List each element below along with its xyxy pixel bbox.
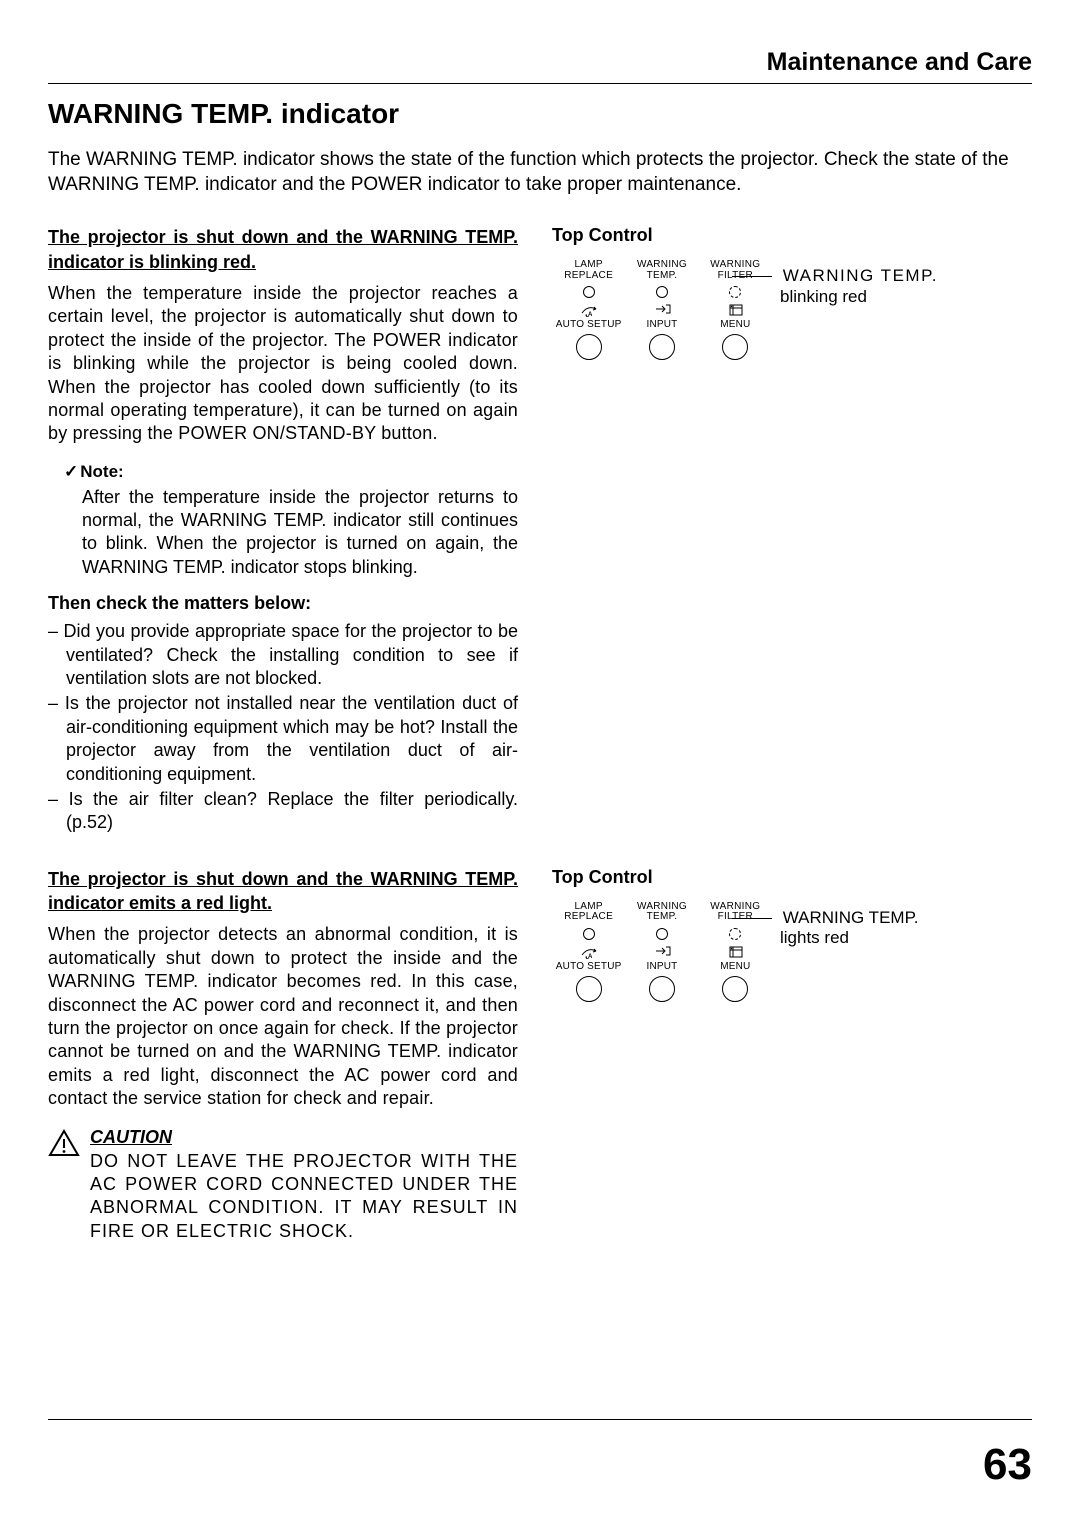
page-number: 63 xyxy=(983,1440,1032,1490)
check-item-1: – Did you provide appropriate space for … xyxy=(48,620,518,690)
section-1-heading-line2: indicator is blinking red. xyxy=(48,250,518,274)
section-2-body: When the projector detects an abnormal c… xyxy=(48,923,518,1110)
svg-text:A: A xyxy=(588,954,593,959)
panel-2-title: Top Control xyxy=(552,867,1032,888)
note-body: After the temperature inside the project… xyxy=(82,486,518,580)
menu-icon-2 xyxy=(728,945,744,959)
led-warning-filter xyxy=(729,286,741,298)
menu-button xyxy=(722,334,748,360)
intro-paragraph: The WARNING TEMP. indicator shows the st… xyxy=(48,148,1032,197)
callout-leader-icon-2 xyxy=(732,918,772,919)
callout-2-line2: lights red xyxy=(780,928,918,948)
caution-icon xyxy=(48,1129,80,1162)
caution-label: CAUTION xyxy=(90,1127,518,1148)
callout-1: WARNING TEMP. blinking red xyxy=(780,266,938,307)
callout-1-line2: blinking red xyxy=(780,287,938,307)
section-2-heading: The projector is shut down and the WARNI… xyxy=(48,867,518,916)
main-heading: WARNING TEMP. indicator xyxy=(48,98,1032,130)
check-heading: Then check the matters below: xyxy=(48,593,518,614)
icons-row: A xyxy=(552,303,772,317)
section-2-left: The projector is shut down and the WARNI… xyxy=(48,867,518,1243)
icons-row-2: A xyxy=(552,945,772,959)
panel-1-title: Top Control xyxy=(552,225,1032,246)
top-control-panel-1: LAMPREPLACE WARNINGTEMP. WARNINGFILTER A… xyxy=(552,260,772,380)
header-rule xyxy=(48,83,1032,84)
top-control-panel-2: LAMPREPLACE WARNINGTEMP. WARNINGFILTER A… xyxy=(552,902,772,1022)
leds-row xyxy=(552,286,772,298)
section-1-heading: The projector is shut down and the WARNI… xyxy=(48,225,518,274)
led-label-warning-temp: WARNINGTEMP. xyxy=(625,260,698,281)
svg-text:A: A xyxy=(588,312,593,317)
callout-2-line1: WARNING TEMP. xyxy=(783,908,919,927)
input-icon xyxy=(655,303,671,317)
led-label-lamp: LAMPREPLACE xyxy=(552,260,625,281)
buttons-row xyxy=(552,334,772,360)
callout-2: WARNING TEMP. lights red xyxy=(780,908,918,949)
led-warning-temp-2 xyxy=(656,928,668,940)
panel-1-wrap: LAMPREPLACE WARNINGTEMP. WARNINGFILTER A… xyxy=(552,260,1032,380)
led-warning-filter-2 xyxy=(729,928,741,940)
section-1: The projector is shut down and the WARNI… xyxy=(48,225,1032,836)
section-1-body: When the temperature inside the projecto… xyxy=(48,282,518,446)
input-icon-2 xyxy=(655,945,671,959)
section-2-heading-line1: The projector is shut down and the WARNI… xyxy=(48,869,518,889)
btn-label-input: INPUT xyxy=(625,319,698,330)
led-lamp-2 xyxy=(583,928,595,940)
led-label-lamp-2: LAMPREPLACE xyxy=(552,902,625,923)
led-labels-row: LAMPREPLACE WARNINGTEMP. WARNINGFILTER xyxy=(552,260,772,281)
btn-labels-row: AUTO SETUP INPUT MENU xyxy=(552,319,772,330)
input-button xyxy=(649,334,675,360)
section-2: The projector is shut down and the WARNI… xyxy=(48,867,1032,1243)
buttons-row-2 xyxy=(552,976,772,1002)
led-label-warning-filter: WARNINGFILTER xyxy=(699,260,772,281)
btn-label-menu: MENU xyxy=(699,319,772,330)
callout-1-line1: WARNING TEMP. xyxy=(783,266,938,285)
menu-icon xyxy=(728,303,744,317)
auto-setup-icon-2: A xyxy=(580,945,598,959)
btn-label-input-2: INPUT xyxy=(625,961,698,972)
footer-rule xyxy=(48,1419,1032,1420)
led-labels-row-2: LAMPREPLACE WARNINGTEMP. WARNINGFILTER xyxy=(552,902,772,923)
led-label-warning-temp-2: WARNINGTEMP. xyxy=(625,902,698,923)
input-button-2 xyxy=(649,976,675,1002)
led-warning-temp xyxy=(656,286,668,298)
section-1-left: The projector is shut down and the WARNI… xyxy=(48,225,518,836)
note-label: Note: xyxy=(64,462,518,482)
caution-body: DO NOT LEAVE THE PROJECTOR WITH THE AC P… xyxy=(90,1150,518,1244)
section-2-heading-line2: indicator emits a red light. xyxy=(48,891,518,915)
menu-button-2 xyxy=(722,976,748,1002)
check-item-3: – Is the air filter clean? Replace the f… xyxy=(48,788,518,835)
caution-block: CAUTION DO NOT LEAVE THE PROJECTOR WITH … xyxy=(48,1127,518,1244)
led-label-warning-filter-2: WARNINGFILTER xyxy=(699,902,772,923)
check-item-2: – Is the projector not installed near th… xyxy=(48,692,518,786)
callout-leader-icon xyxy=(732,276,772,277)
btn-label-menu-2: MENU xyxy=(699,961,772,972)
btn-label-auto-setup: AUTO SETUP xyxy=(552,319,625,330)
auto-setup-button xyxy=(576,334,602,360)
auto-setup-button-2 xyxy=(576,976,602,1002)
caution-text: CAUTION DO NOT LEAVE THE PROJECTOR WITH … xyxy=(90,1127,518,1244)
section-2-right: Top Control LAMPREPLACE WARNINGTEMP. WAR… xyxy=(552,867,1032,1243)
section-header: Maintenance and Care xyxy=(48,48,1032,77)
section-1-right: Top Control LAMPREPLACE WARNINGTEMP. WAR… xyxy=(552,225,1032,836)
leds-row-2 xyxy=(552,928,772,940)
section-1-heading-line1: The projector is shut down and the WARNI… xyxy=(48,227,518,247)
led-lamp xyxy=(583,286,595,298)
btn-label-auto-setup-2: AUTO SETUP xyxy=(552,961,625,972)
auto-setup-icon: A xyxy=(580,303,598,317)
panel-2-wrap: LAMPREPLACE WARNINGTEMP. WARNINGFILTER A… xyxy=(552,902,1032,1022)
btn-labels-row-2: AUTO SETUP INPUT MENU xyxy=(552,961,772,972)
